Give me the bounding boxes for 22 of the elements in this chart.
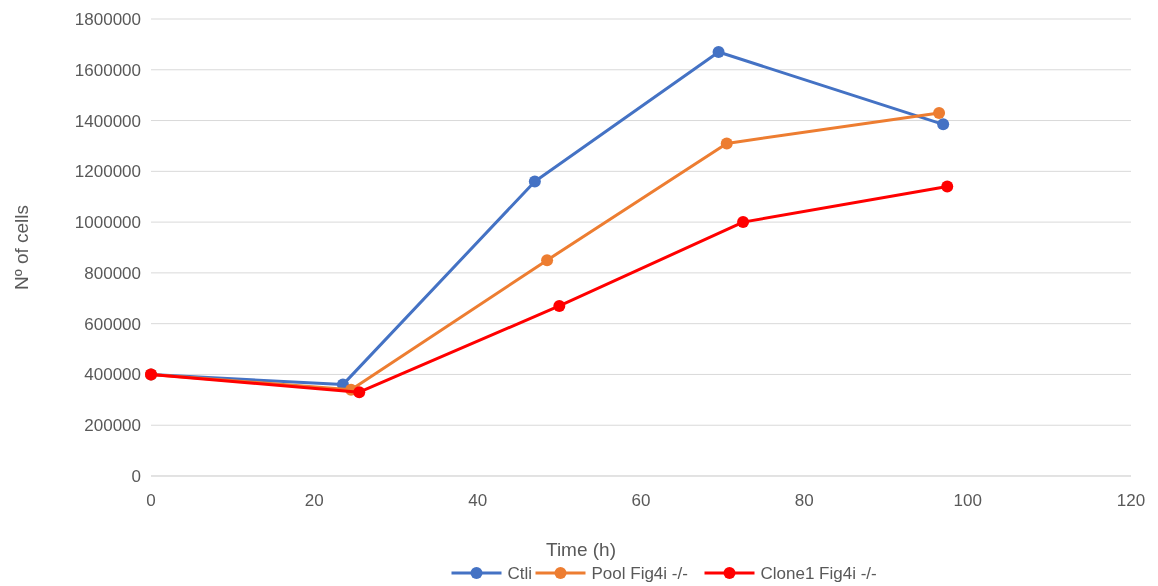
y-tick-label: 200000	[84, 416, 141, 436]
x-axis-title: Time (h)	[545, 539, 617, 560]
x-tick-label: 120	[1116, 491, 1146, 510]
y-tick-label: 1000000	[74, 213, 141, 233]
x-tick-label: 100	[953, 491, 982, 510]
y-tick-label: 1400000	[74, 111, 141, 131]
legend-label: Ctli	[507, 563, 533, 583]
y-axis-title: Nº of cells	[11, 204, 32, 291]
x-tick-label: 0	[146, 491, 156, 510]
x-tick-label: 80	[794, 491, 814, 510]
y-tick-label: 1800000	[74, 9, 141, 29]
y-tick-label: 600000	[84, 314, 141, 334]
legend-label: Pool Fig4i -/-	[591, 563, 688, 583]
y-tick-label: 1200000	[74, 162, 141, 182]
x-tick-label: 40	[468, 491, 488, 510]
y-tick-label: 400000	[84, 365, 141, 385]
legend-label: Clone1 Fig4i -/-	[760, 563, 877, 583]
y-tick-label: 0	[131, 466, 141, 486]
x-tick-label: 20	[304, 491, 324, 510]
y-tick-label: 1600000	[74, 60, 141, 80]
y-tick-label: 800000	[84, 263, 141, 283]
x-tick-label: 60	[631, 491, 651, 510]
